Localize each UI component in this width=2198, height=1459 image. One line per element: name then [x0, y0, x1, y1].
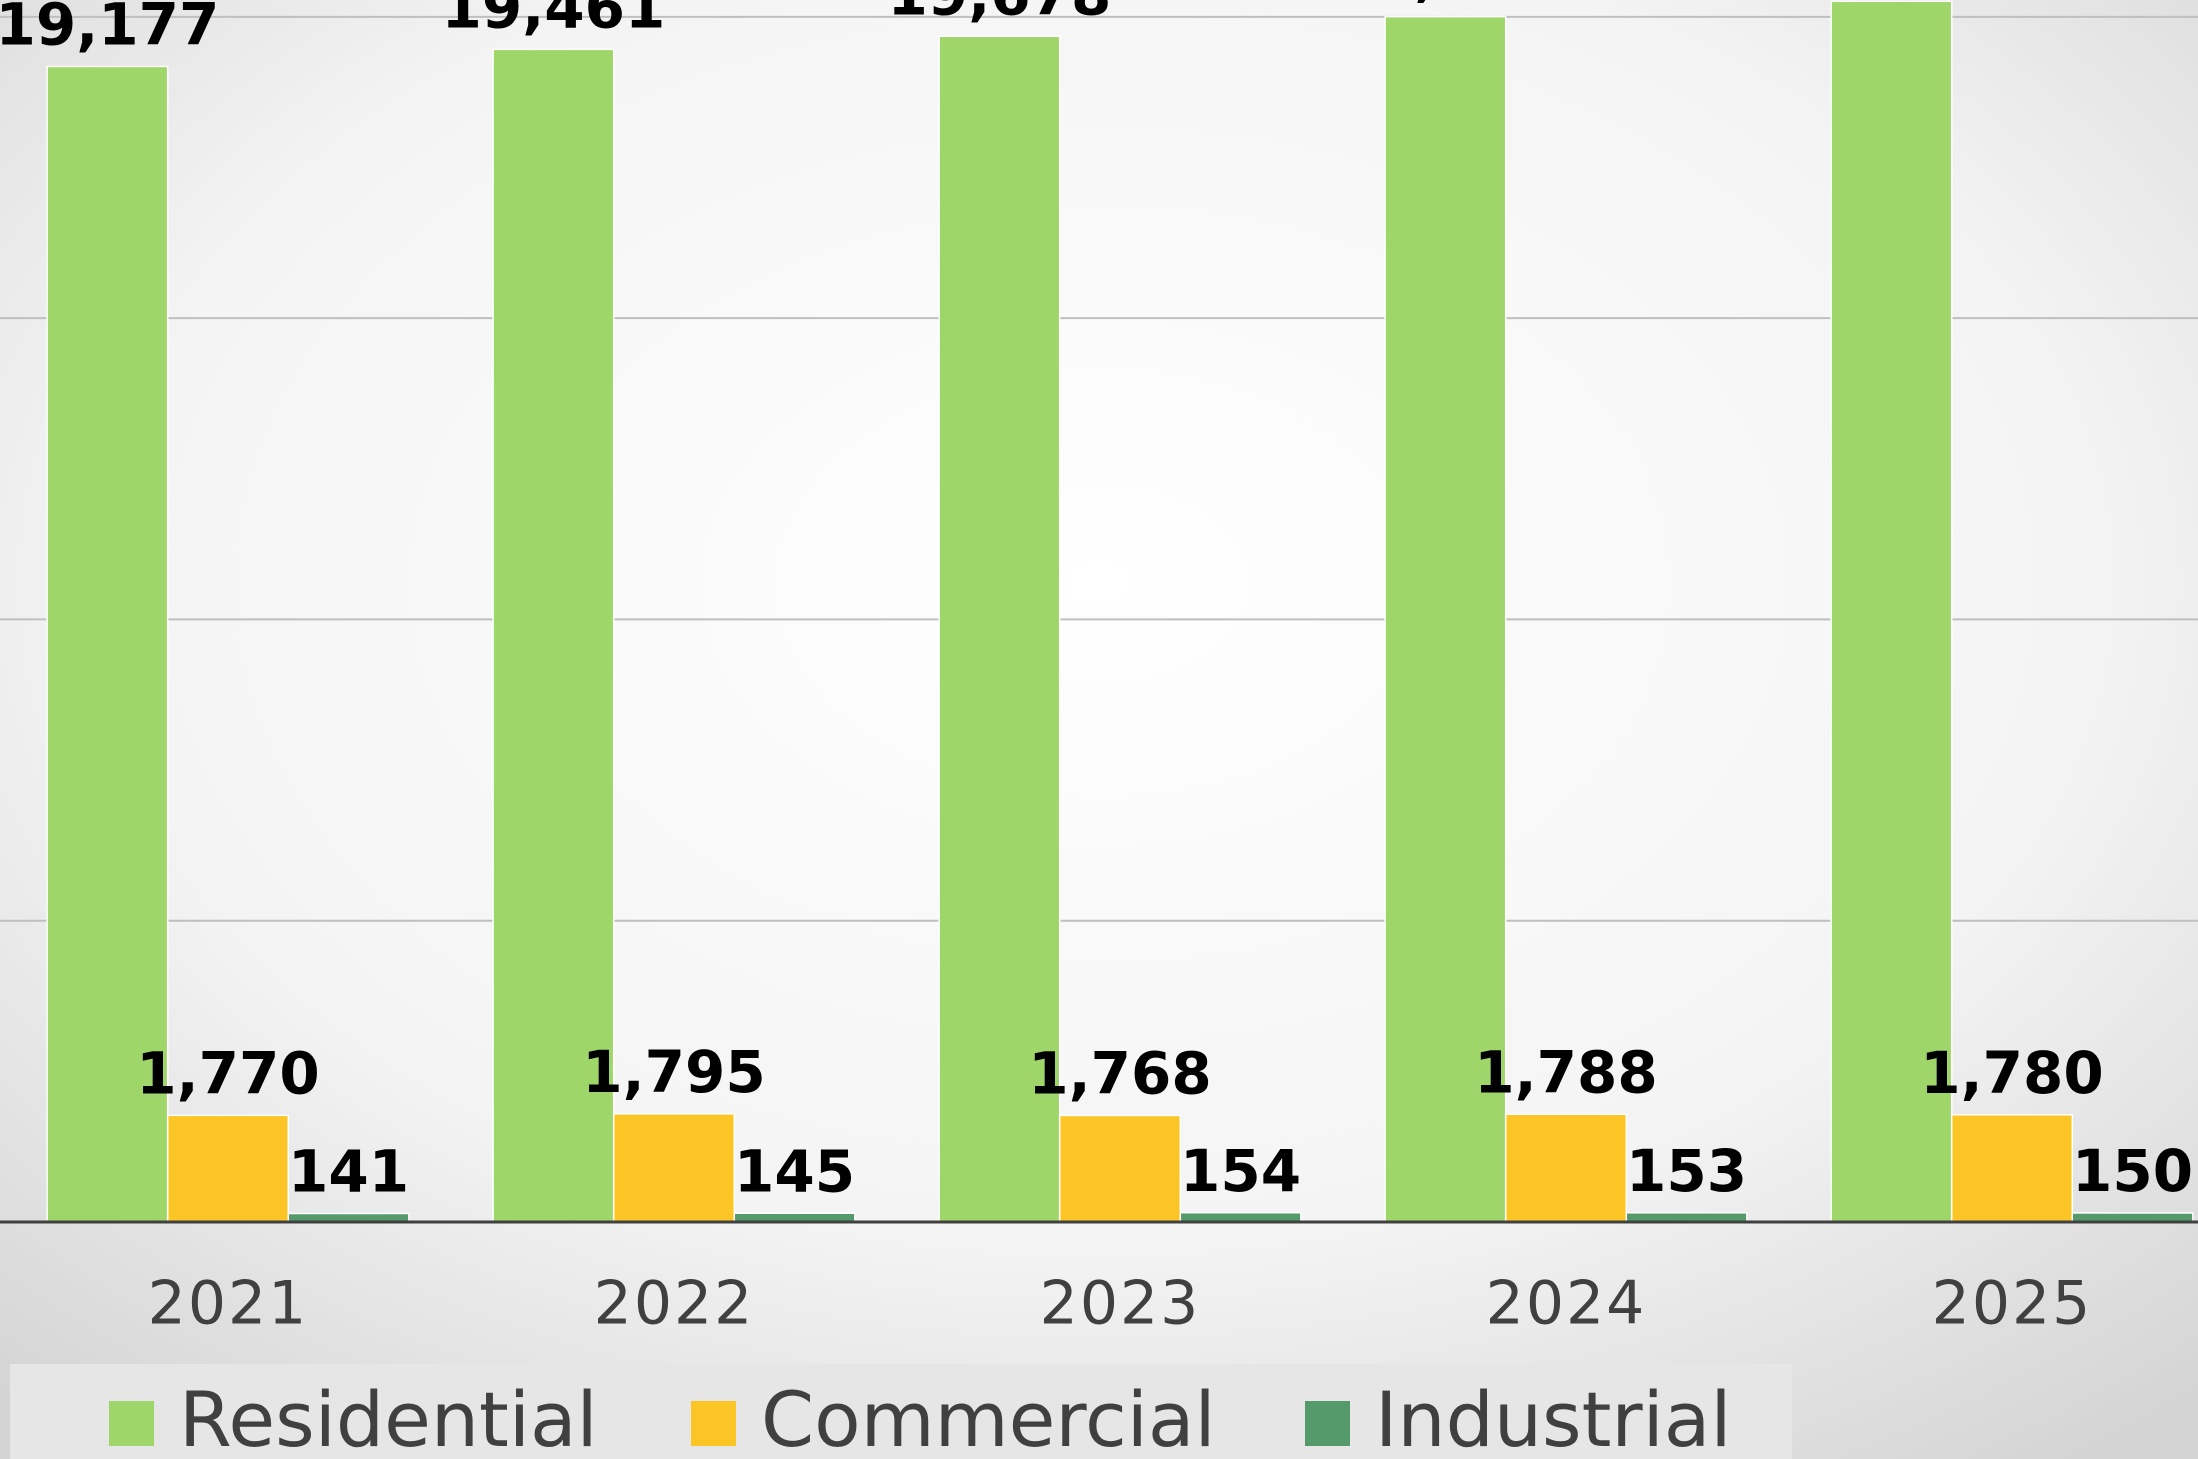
- x-tick-label: 2021: [148, 1269, 309, 1339]
- legend-box: [10, 1364, 1792, 1459]
- data-label: 1,780: [1920, 1039, 2103, 1107]
- bar: [1950, 1113, 2074, 1223]
- bar: [166, 1114, 290, 1223]
- data-label: 145: [734, 1137, 855, 1205]
- data-label: 141: [288, 1138, 409, 1206]
- bar: [46, 65, 169, 1223]
- data-label: 1,770: [136, 1039, 319, 1107]
- legend-label: Residential: [179, 1375, 598, 1459]
- legend-label: Industrial: [1375, 1375, 1731, 1459]
- x-tick-label: 2025: [1932, 1269, 2093, 1339]
- legend-swatch: [109, 1401, 154, 1446]
- data-label: 1,768: [1028, 1040, 1211, 1108]
- legend-swatch: [691, 1401, 736, 1446]
- legend-label: Commercial: [761, 1375, 1216, 1459]
- data-label: 19,177: [0, 0, 219, 59]
- x-tick-label: 2024: [1486, 1269, 1647, 1339]
- data-label: 1,795: [582, 1038, 765, 1106]
- bar: [1504, 1113, 1628, 1223]
- bar: [492, 48, 615, 1223]
- data-label: 20,004: [1333, 0, 1557, 9]
- data-label: 19,461: [441, 0, 665, 41]
- x-tick-label: 2022: [594, 1269, 755, 1339]
- x-tick-label: 2023: [1040, 1269, 1201, 1339]
- bar: [1058, 1114, 1182, 1223]
- data-label: 154: [1180, 1137, 1301, 1205]
- bar: [938, 35, 1061, 1223]
- bar: [1384, 15, 1507, 1223]
- data-label: 150: [2072, 1137, 2193, 1205]
- bar: [1830, 0, 1953, 1223]
- data-label: 1,788: [1474, 1038, 1657, 1106]
- legend-swatch: [1305, 1401, 1350, 1446]
- data-label: 19,678: [887, 0, 1111, 28]
- bar: [612, 1113, 736, 1223]
- data-label: 153: [1626, 1137, 1747, 1205]
